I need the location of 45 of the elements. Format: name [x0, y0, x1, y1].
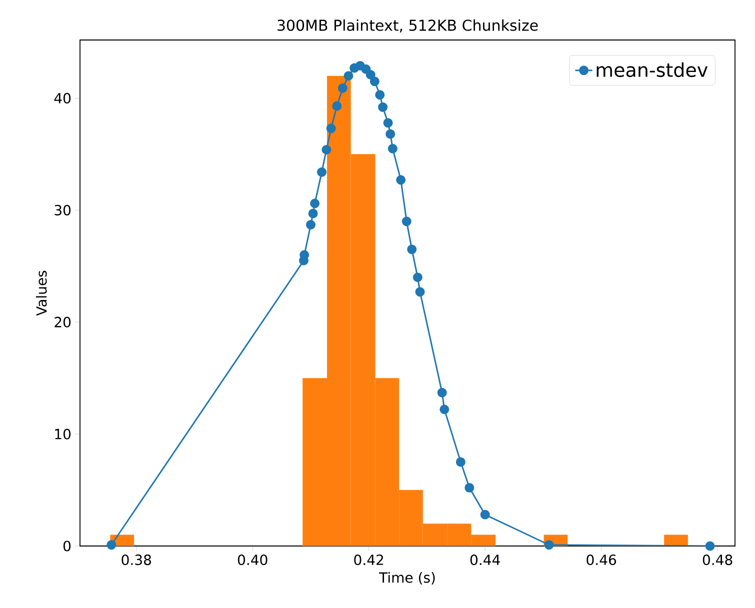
legend-label: mean-stdev — [596, 62, 708, 78]
point — [388, 144, 398, 154]
point — [106, 540, 116, 550]
point — [407, 244, 417, 254]
point — [456, 457, 466, 467]
x-tick-label: 0.48 — [702, 554, 732, 566]
point — [383, 118, 393, 128]
point — [440, 404, 450, 414]
point — [544, 540, 554, 550]
point — [366, 70, 376, 80]
y-tick-label: 40 — [54, 92, 71, 104]
point — [306, 220, 316, 230]
point — [317, 167, 327, 177]
x-tick-label: 0.40 — [238, 554, 268, 566]
point — [332, 101, 342, 111]
point — [378, 102, 388, 112]
x-tick-label: 0.42 — [354, 554, 384, 566]
point — [396, 175, 406, 185]
y-tick-label: 30 — [54, 204, 71, 216]
point — [480, 510, 490, 520]
point — [375, 90, 385, 100]
point — [437, 388, 447, 398]
point — [310, 198, 320, 208]
x-tick-label: 0.44 — [470, 554, 500, 566]
point — [300, 250, 310, 260]
point — [338, 83, 348, 93]
point — [402, 216, 412, 226]
point — [415, 287, 425, 297]
x-tick-label: 0.38 — [122, 554, 151, 566]
point — [386, 129, 396, 139]
x-tick-label: 0.46 — [586, 554, 616, 566]
y-axis-title: Values — [36, 270, 47, 316]
point — [308, 208, 318, 218]
point — [322, 144, 332, 154]
point — [370, 76, 380, 86]
point — [326, 124, 336, 134]
point — [464, 483, 474, 493]
y-tick-label: 20 — [54, 316, 71, 328]
point — [344, 71, 354, 81]
x-axis-title: Time (s) — [378, 572, 435, 584]
point — [705, 541, 715, 551]
point — [412, 272, 422, 282]
y-tick-label: 0 — [63, 540, 71, 552]
y-tick-label: 10 — [55, 428, 71, 440]
chart-title: 300MB Plaintext, 512KB Chunksize — [278, 19, 538, 32]
